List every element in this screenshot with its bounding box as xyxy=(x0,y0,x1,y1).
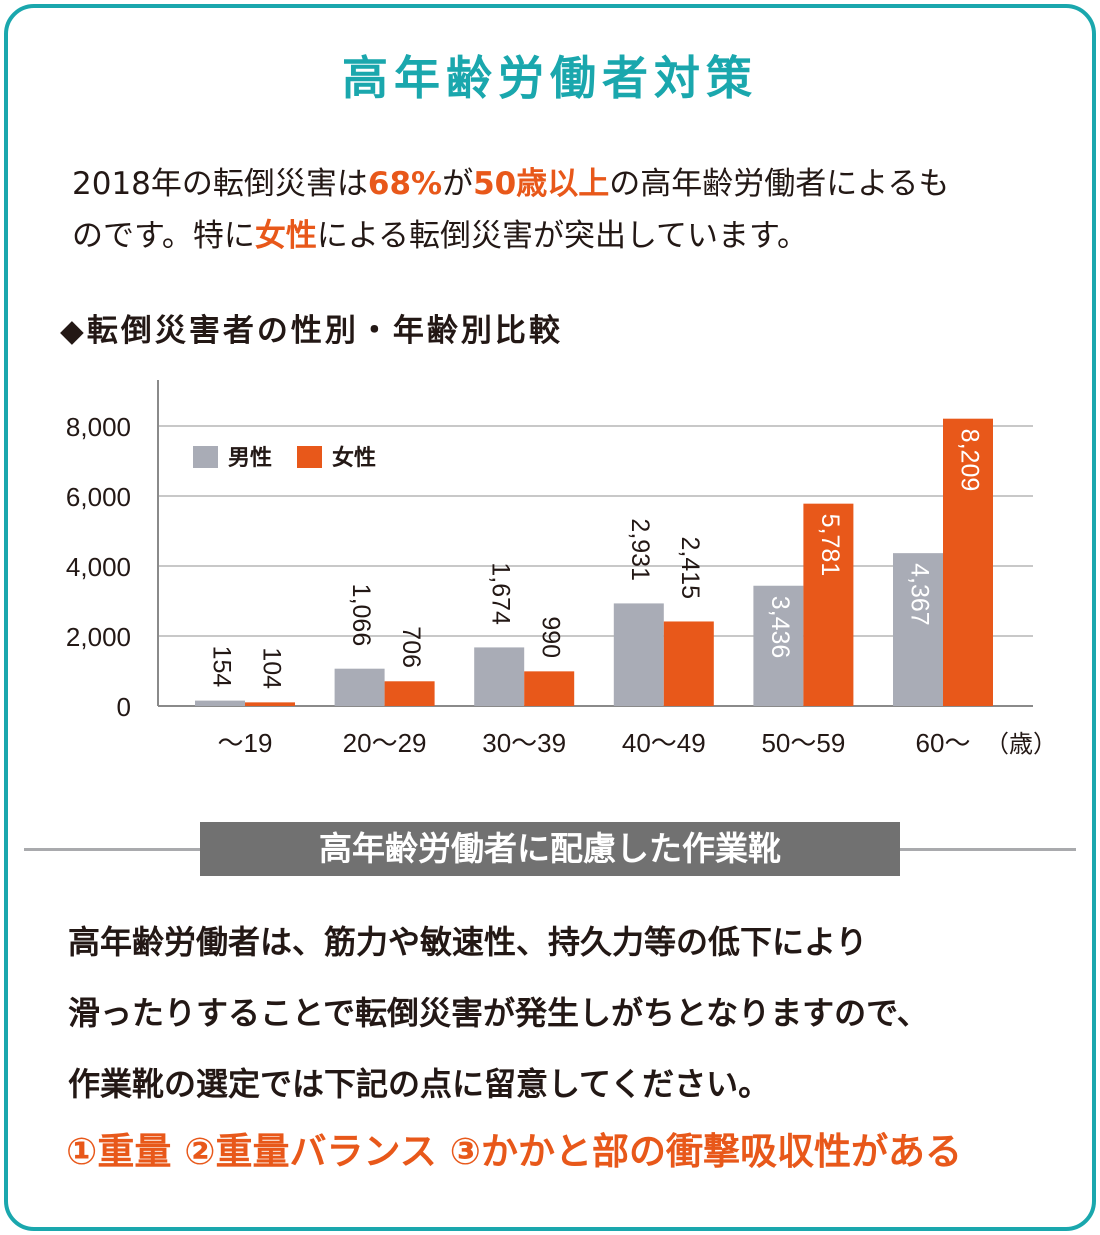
bar-male xyxy=(195,700,245,706)
data-label: 1,674 xyxy=(487,562,515,625)
bar-female xyxy=(524,671,575,706)
intro-text-part: の高年齢労働者によるも xyxy=(609,166,950,202)
bar-female xyxy=(384,681,435,706)
intro-line-2: のです。特に女性による転倒災害が突出しています。 xyxy=(72,210,1062,262)
x-unit-label: （歳） xyxy=(985,731,1057,758)
data-label: 8,209 xyxy=(955,429,983,492)
highlight-age: 50歳以上 xyxy=(473,166,610,202)
bar-male xyxy=(334,668,385,706)
legend-label: 女性 xyxy=(332,445,376,470)
bar-female xyxy=(245,702,295,706)
intro-text-part: 2018年の転倒災害は xyxy=(72,166,368,202)
chart-heading: ◆転倒災害者の性別・年齢別比較 xyxy=(60,313,563,349)
data-label: 3,436 xyxy=(766,596,794,659)
x-tick-label: ～19 xyxy=(218,728,273,758)
bar-male xyxy=(753,585,804,706)
y-tick-label: 2,000 xyxy=(66,622,131,652)
bar-male xyxy=(613,603,664,706)
body-line-1: 高年齢労働者は、筋力や敏速性、持久力等の低下により xyxy=(68,923,868,961)
bar-chart: 0 2,000 4,000 6,000 8,000 154 104 ～19 1,066 706 20… xyxy=(66,380,1057,758)
bar-male xyxy=(893,553,943,706)
page-title: 高年齢労働者対策 xyxy=(342,51,758,105)
intro-text-part: が xyxy=(442,166,474,202)
data-label: 104 xyxy=(257,647,285,689)
x-tick-label: 40～49 xyxy=(622,728,706,758)
legend-swatch-female xyxy=(297,446,322,468)
data-label: 2,415 xyxy=(676,536,704,599)
intro-text-part: のです。特に xyxy=(72,218,255,254)
data-label: 706 xyxy=(397,626,425,668)
bar-female xyxy=(803,503,854,706)
data-label: 4,367 xyxy=(905,563,933,626)
y-tick-label: 4,000 xyxy=(66,552,131,582)
bar-male xyxy=(474,647,525,706)
highlight-percent: 68% xyxy=(367,166,443,202)
data-label: 2,931 xyxy=(626,518,654,581)
x-tick-label: 60～ xyxy=(916,728,971,758)
body-line-3: 作業靴の選定では下記の点に留意してください。 xyxy=(68,1065,771,1103)
x-tick-label: 50～59 xyxy=(761,728,845,758)
x-tick-label: 30～39 xyxy=(482,728,566,758)
body-line-2: 滑ったりすることで転倒災害が発生しがちとなりますので、 xyxy=(68,994,929,1032)
data-label: 5,781 xyxy=(816,514,844,577)
conclusion-text: ①重量 ②重量バランス ③かかと部の衝撃吸収性がある xyxy=(66,1130,963,1173)
data-label: 990 xyxy=(537,616,565,658)
body-text: 高年齢労働者は、筋力や敏速性、持久力等の低下により 滑ったりすることで転倒災害が… xyxy=(68,907,1068,1120)
y-tick-label: 6,000 xyxy=(66,482,131,512)
section-heading: 高年齢労働者に配慮した作業靴 xyxy=(200,822,900,876)
intro-text-part: による転倒災害が突出しています。 xyxy=(316,218,808,254)
legend-label: 男性 xyxy=(228,445,272,470)
intro-text: 2018年の転倒災害は68%が50歳以上の高年齢労働者によるも のです。特に女性… xyxy=(72,158,1062,262)
y-tick-label: 8,000 xyxy=(66,412,131,442)
bar-female xyxy=(943,418,993,706)
intro-line-1: 2018年の転倒災害は68%が50歳以上の高年齢労働者によるも xyxy=(72,158,1062,210)
highlight-female: 女性 xyxy=(254,218,317,254)
x-tick-label: 20～29 xyxy=(343,728,427,758)
y-tick-label: 0 xyxy=(117,692,131,722)
data-label: 1,066 xyxy=(347,584,375,647)
data-label: 154 xyxy=(207,646,235,688)
bar-female xyxy=(663,621,714,706)
legend-swatch-male xyxy=(193,446,218,468)
